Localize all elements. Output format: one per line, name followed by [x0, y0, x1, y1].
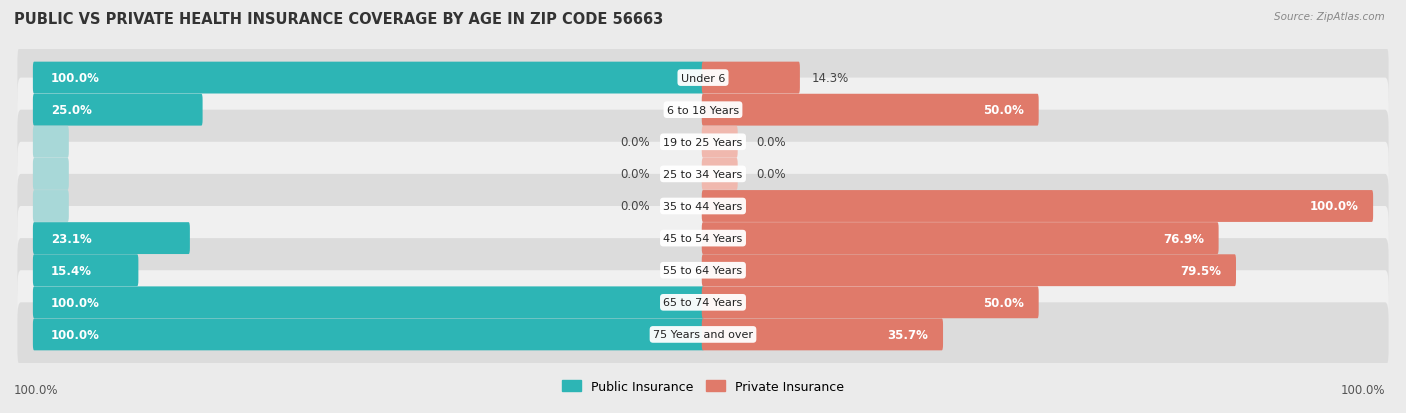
Text: Under 6: Under 6 — [681, 74, 725, 83]
FancyBboxPatch shape — [17, 206, 1389, 271]
FancyBboxPatch shape — [17, 271, 1389, 335]
Text: 0.0%: 0.0% — [620, 168, 650, 181]
Text: Source: ZipAtlas.com: Source: ZipAtlas.com — [1274, 12, 1385, 22]
FancyBboxPatch shape — [702, 319, 943, 351]
FancyBboxPatch shape — [702, 62, 800, 94]
Text: 6 to 18 Years: 6 to 18 Years — [666, 105, 740, 115]
Text: 0.0%: 0.0% — [620, 200, 650, 213]
Text: 79.5%: 79.5% — [1181, 264, 1222, 277]
Text: 50.0%: 50.0% — [983, 296, 1024, 309]
FancyBboxPatch shape — [17, 239, 1389, 303]
FancyBboxPatch shape — [702, 95, 1039, 126]
Text: 45 to 54 Years: 45 to 54 Years — [664, 233, 742, 244]
Text: 100.0%: 100.0% — [14, 384, 59, 396]
Text: 19 to 25 Years: 19 to 25 Years — [664, 138, 742, 147]
Text: 0.0%: 0.0% — [756, 136, 786, 149]
FancyBboxPatch shape — [702, 287, 1039, 318]
Text: 55 to 64 Years: 55 to 64 Years — [664, 266, 742, 275]
FancyBboxPatch shape — [32, 319, 704, 351]
Text: 35.7%: 35.7% — [887, 328, 928, 341]
Text: PUBLIC VS PRIVATE HEALTH INSURANCE COVERAGE BY AGE IN ZIP CODE 56663: PUBLIC VS PRIVATE HEALTH INSURANCE COVER… — [14, 12, 664, 27]
FancyBboxPatch shape — [32, 223, 190, 254]
Text: 100.0%: 100.0% — [51, 296, 100, 309]
Text: 75 Years and over: 75 Years and over — [652, 330, 754, 339]
FancyBboxPatch shape — [702, 255, 1236, 287]
FancyBboxPatch shape — [17, 110, 1389, 174]
Text: 100.0%: 100.0% — [1340, 384, 1385, 396]
Text: 25 to 34 Years: 25 to 34 Years — [664, 169, 742, 180]
Text: 76.9%: 76.9% — [1163, 232, 1204, 245]
FancyBboxPatch shape — [702, 191, 1374, 222]
Text: 0.0%: 0.0% — [620, 136, 650, 149]
Legend: Public Insurance, Private Insurance: Public Insurance, Private Insurance — [557, 375, 849, 398]
FancyBboxPatch shape — [702, 159, 738, 190]
FancyBboxPatch shape — [32, 287, 704, 318]
Text: 100.0%: 100.0% — [51, 72, 100, 85]
FancyBboxPatch shape — [32, 95, 202, 126]
Text: 50.0%: 50.0% — [983, 104, 1024, 117]
Text: 35 to 44 Years: 35 to 44 Years — [664, 202, 742, 211]
Text: 65 to 74 Years: 65 to 74 Years — [664, 298, 742, 308]
FancyBboxPatch shape — [32, 159, 69, 190]
FancyBboxPatch shape — [32, 62, 704, 94]
FancyBboxPatch shape — [702, 126, 738, 158]
FancyBboxPatch shape — [17, 303, 1389, 367]
FancyBboxPatch shape — [17, 46, 1389, 110]
FancyBboxPatch shape — [17, 78, 1389, 142]
FancyBboxPatch shape — [17, 174, 1389, 239]
FancyBboxPatch shape — [17, 142, 1389, 206]
Text: 14.3%: 14.3% — [813, 72, 849, 85]
FancyBboxPatch shape — [32, 255, 138, 287]
FancyBboxPatch shape — [32, 191, 69, 222]
Text: 25.0%: 25.0% — [51, 104, 91, 117]
Text: 0.0%: 0.0% — [756, 168, 786, 181]
FancyBboxPatch shape — [32, 126, 69, 158]
Text: 100.0%: 100.0% — [1309, 200, 1358, 213]
Text: 23.1%: 23.1% — [51, 232, 91, 245]
Text: 100.0%: 100.0% — [51, 328, 100, 341]
FancyBboxPatch shape — [702, 223, 1219, 254]
Text: 15.4%: 15.4% — [51, 264, 91, 277]
